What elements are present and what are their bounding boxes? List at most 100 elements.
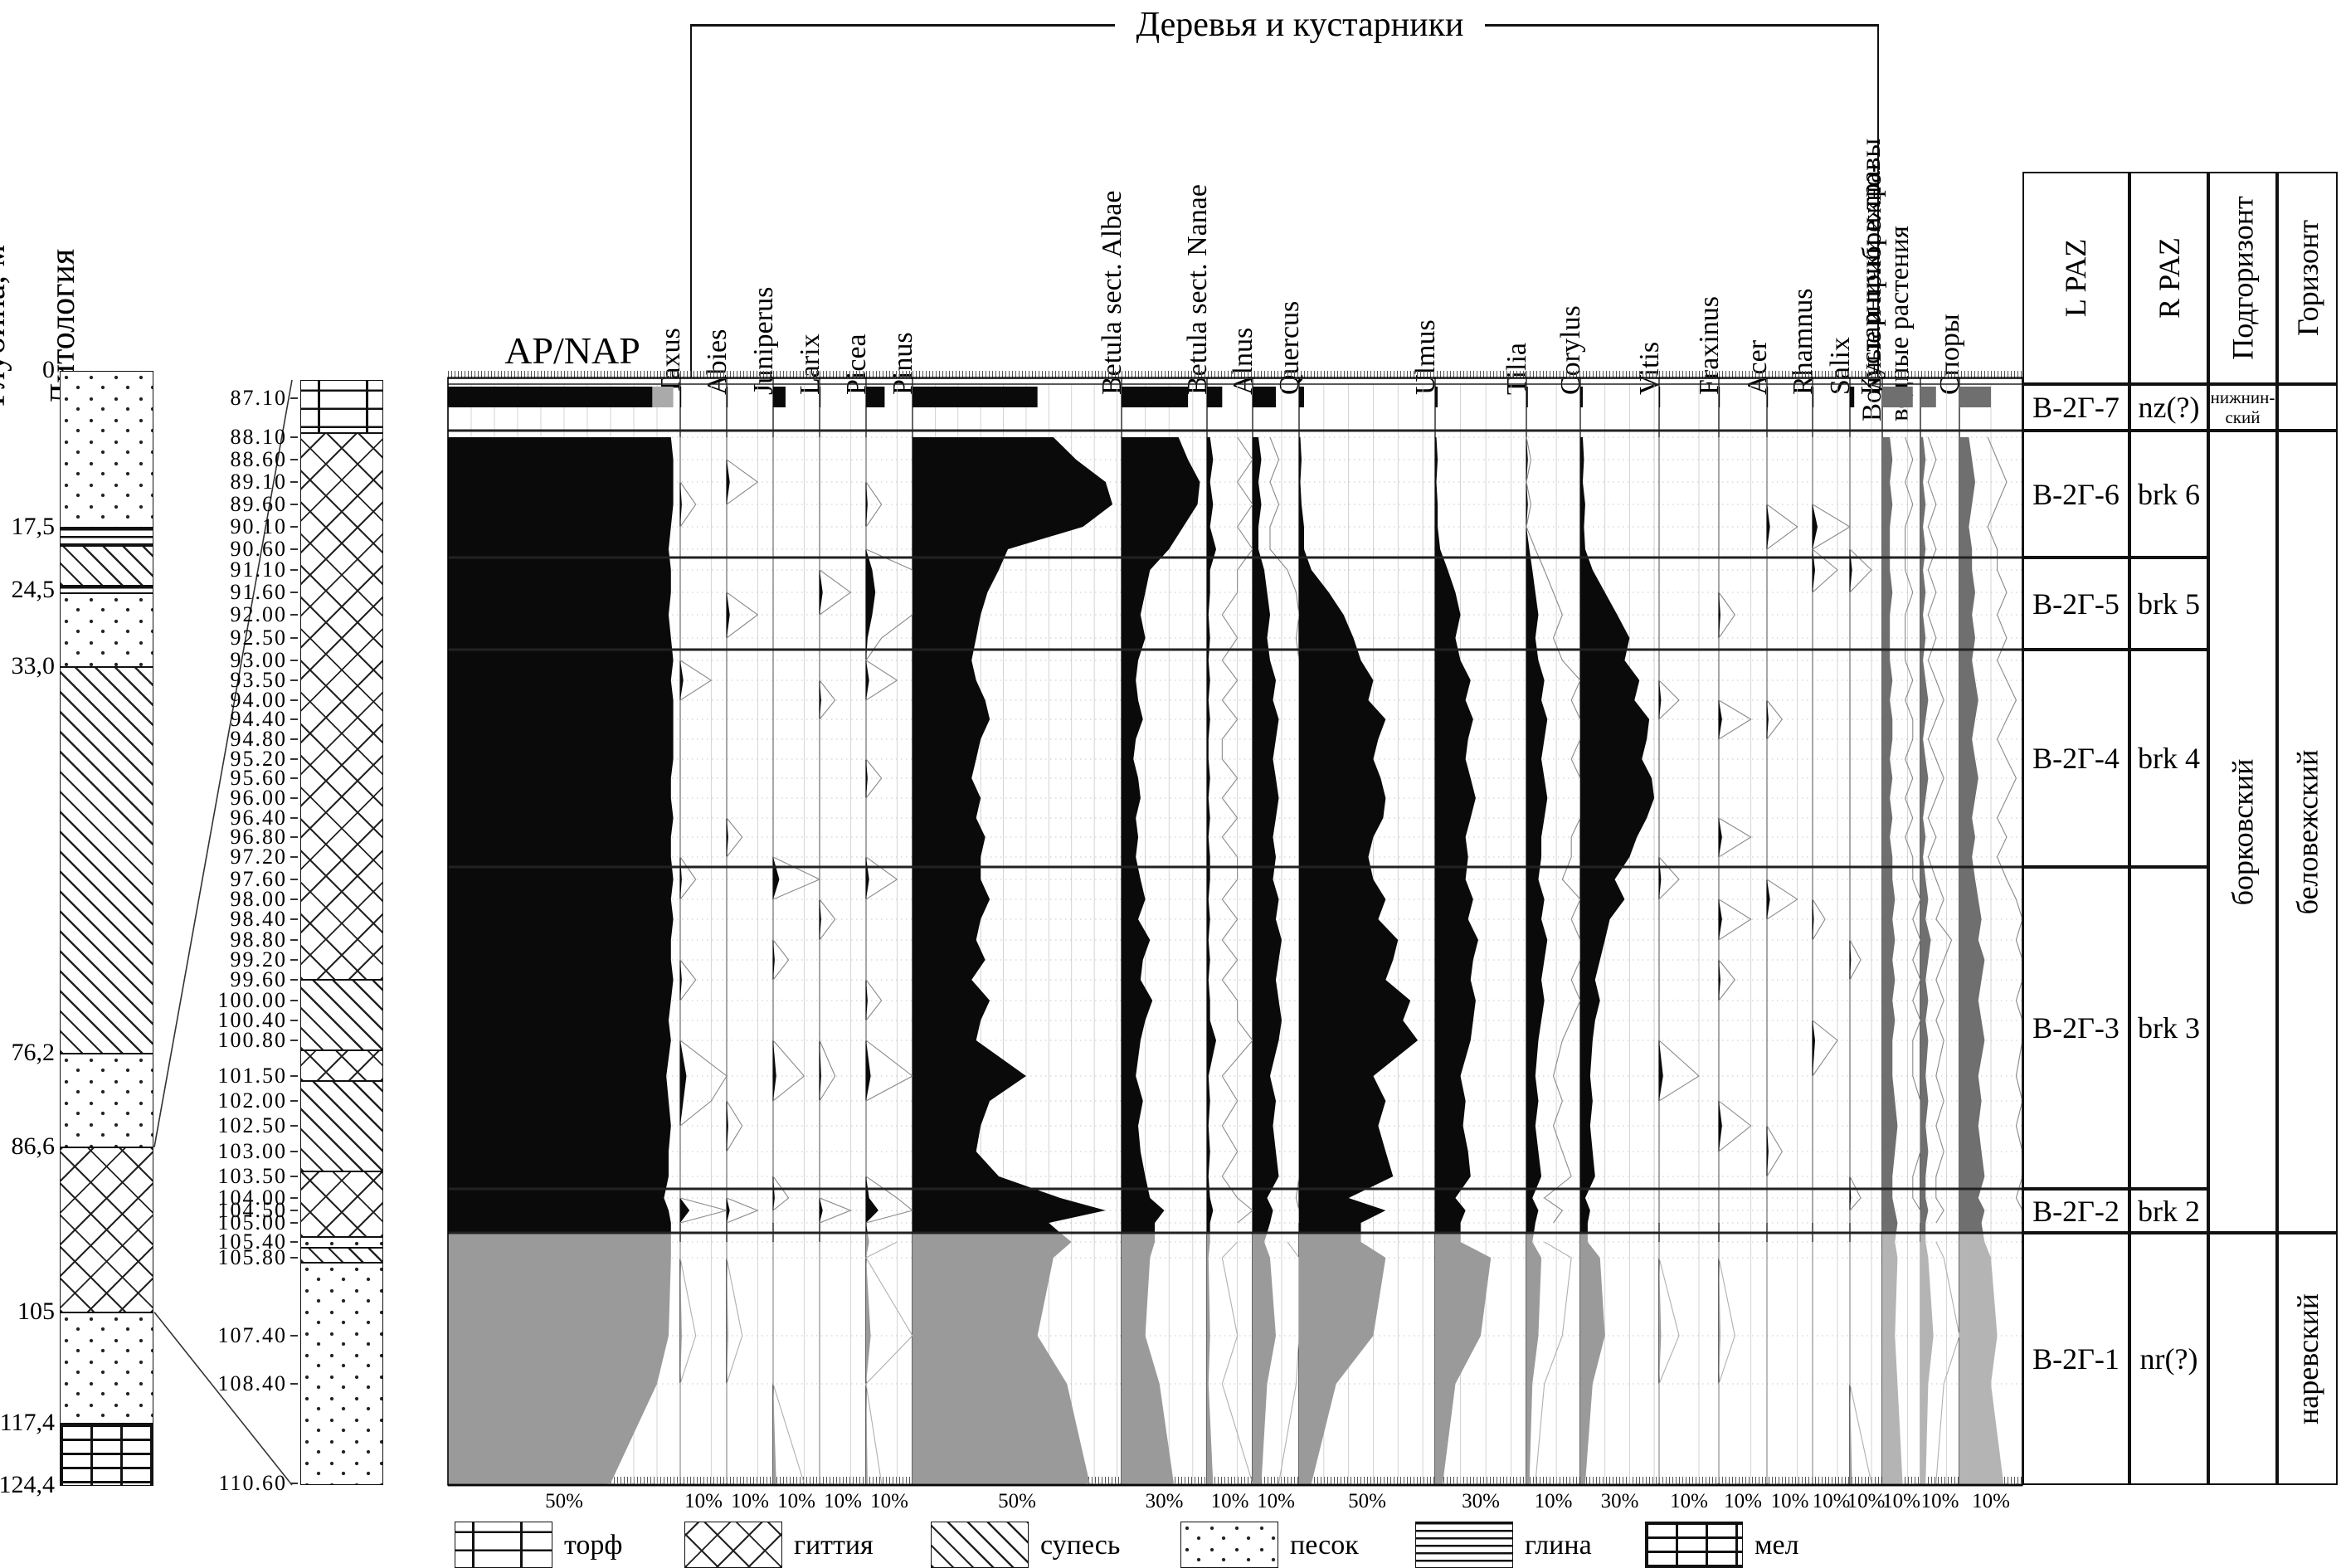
rpaz-value: brk 5 xyxy=(2138,587,2200,621)
legend-swatch-clay xyxy=(1415,1522,1513,1568)
horizon-cell: наревский xyxy=(2277,1233,2338,1485)
silhouette-lower-19 xyxy=(1882,1233,1903,1485)
sample-depth-label: 102.50 xyxy=(217,1113,287,1137)
legend-swatch-peat xyxy=(455,1522,552,1568)
sample-depth-label: 93.00 xyxy=(230,648,287,672)
table-header-label: Горизонт xyxy=(2290,220,2324,336)
litho-layer-sand xyxy=(60,1054,153,1147)
exaggeration-outline-21 xyxy=(1987,436,2023,1223)
core-layer-loam xyxy=(300,980,383,1051)
bar-87m-18 xyxy=(1850,387,1855,407)
bar-87m-0 xyxy=(448,387,653,407)
sample-depth-label: 87.10 xyxy=(230,386,287,410)
legend-item-label: мел xyxy=(1755,1530,1799,1561)
lpaz-cell: В-2Г-2 xyxy=(2022,1189,2129,1233)
core-layer-gyttja xyxy=(300,1050,383,1081)
sample-depth-label: 99.60 xyxy=(230,967,287,991)
sample-depth-label: 95.20 xyxy=(230,747,287,771)
silhouette-lower-8 xyxy=(1207,1233,1214,1485)
legend-swatch-sand xyxy=(1180,1522,1278,1568)
rpaz-cell: brk 6 xyxy=(2129,431,2208,558)
sample-depth-label: 95.60 xyxy=(230,766,287,790)
silhouette-upper-14 xyxy=(1659,437,1663,1233)
exaggeration-outline-lower-5 xyxy=(865,1241,913,1484)
overview-depth-label: 86,6 xyxy=(11,1132,56,1160)
core-layer-gyttja xyxy=(300,1171,383,1238)
legend-item-label: супесь xyxy=(1040,1530,1121,1561)
silhouette-lower-12 xyxy=(1526,1233,1542,1485)
rpaz-cell: brk 3 xyxy=(2129,867,2208,1189)
legend-item-label: глина xyxy=(1525,1530,1592,1561)
core-layer-gyttja xyxy=(300,433,383,980)
top-tick-ruler xyxy=(448,371,2022,379)
bar-87m-13 xyxy=(1580,387,1583,407)
percent-axis-label: 30% xyxy=(1600,1490,1639,1512)
percent-axis-label: 50% xyxy=(1348,1490,1386,1512)
silhouette-upper-8 xyxy=(1207,437,1216,1233)
silhouette-lower-14 xyxy=(1659,1233,1662,1485)
silhouette-lower-20 xyxy=(1920,1233,1934,1485)
plot-frame xyxy=(447,377,2023,1486)
group-bracket-line-left xyxy=(690,24,1115,27)
bar-87m-14 xyxy=(1659,387,1661,407)
silhouette-lower-3 xyxy=(773,1233,776,1485)
exaggeration-outline-lower-3 xyxy=(772,1242,805,1484)
sample-depth-label: 101.50 xyxy=(217,1064,287,1088)
overview-depth-label: 17,5 xyxy=(11,513,56,541)
nap-tail xyxy=(652,387,674,407)
core-layer-loam xyxy=(300,1081,383,1171)
sample-depth-label: 90.60 xyxy=(230,537,287,561)
silhouette-lower-18 xyxy=(1850,1233,1852,1485)
silhouette-lower-11 xyxy=(1435,1233,1492,1485)
silhouette-lower-9 xyxy=(1253,1233,1276,1485)
rpaz-cell: brk 2 xyxy=(2129,1189,2208,1233)
sample-depth-label: 107.40 xyxy=(217,1323,287,1347)
sample-depth-label: 108.40 xyxy=(217,1371,287,1395)
lpaz-cell: В-2Г-5 xyxy=(2022,558,2129,650)
bar-87m-20 xyxy=(1920,387,1936,407)
legend-swatch-loam xyxy=(931,1522,1029,1568)
percent-axis-label: 10% xyxy=(1724,1490,1762,1512)
lpaz-value: В-2Г-7 xyxy=(2032,391,2120,424)
sample-depth-label: 92.50 xyxy=(230,626,287,650)
sample-depth-label: 91.60 xyxy=(230,580,287,604)
sample-depth-label: 110.60 xyxy=(218,1471,287,1495)
exaggeration-outline-lower-15 xyxy=(1718,1242,1735,1483)
sample-depth-label: 96.40 xyxy=(230,806,287,830)
litho-layer-sand xyxy=(60,1312,153,1424)
percent-axis-label: 10% xyxy=(824,1490,862,1512)
lpaz-cell: В-2Г-7 xyxy=(2022,384,2129,431)
exaggeration-outline-19 xyxy=(1905,436,1921,1223)
rpaz-value: brk 4 xyxy=(2138,742,2200,775)
exaggeration-outline-lower-1 xyxy=(679,1242,697,1483)
silhouette-upper-7 xyxy=(1122,437,1200,1233)
core-layer-sand xyxy=(300,1237,383,1249)
percent-axis-label: 10% xyxy=(731,1490,769,1512)
sample-depth-label: 89.10 xyxy=(230,470,287,494)
bar-87m-11 xyxy=(1435,387,1438,407)
group-bracket-title: Деревья и кустарники xyxy=(1136,6,1464,44)
silhouette-upper-21 xyxy=(1959,437,1985,1233)
percent-axis-label: 30% xyxy=(1462,1490,1500,1512)
overview-depth-label: 33,0 xyxy=(11,651,56,679)
exaggeration-outline-3 xyxy=(772,437,821,1223)
sample-depth-label: 96.80 xyxy=(230,825,287,849)
percent-axis-label: 50% xyxy=(998,1490,1036,1512)
rpaz-cell: nz(?) xyxy=(2129,384,2208,431)
litho-layer-chalk xyxy=(60,1423,153,1487)
exaggeration-outline-lower-14 xyxy=(1658,1242,1680,1483)
sample-depth-label: 104.50 xyxy=(217,1198,287,1222)
litho-layer-sand xyxy=(60,592,153,667)
silhouette-upper-0 xyxy=(448,437,674,1233)
table-header-label: L PAZ xyxy=(2059,238,2093,318)
bar-87m-6 xyxy=(913,387,1038,407)
sample-depth-label: 100.40 xyxy=(217,1008,287,1032)
percent-axis-label: 10% xyxy=(1847,1490,1886,1512)
sample-depth-label: 103.00 xyxy=(217,1139,287,1163)
sample-depth-label: 90.10 xyxy=(230,514,287,538)
rpaz-cell: brk 5 xyxy=(2129,558,2208,650)
percent-axis-label: 10% xyxy=(1257,1490,1295,1512)
litho-layer-clay xyxy=(60,586,153,593)
overview-depth-label: 117,4 xyxy=(0,1408,55,1436)
